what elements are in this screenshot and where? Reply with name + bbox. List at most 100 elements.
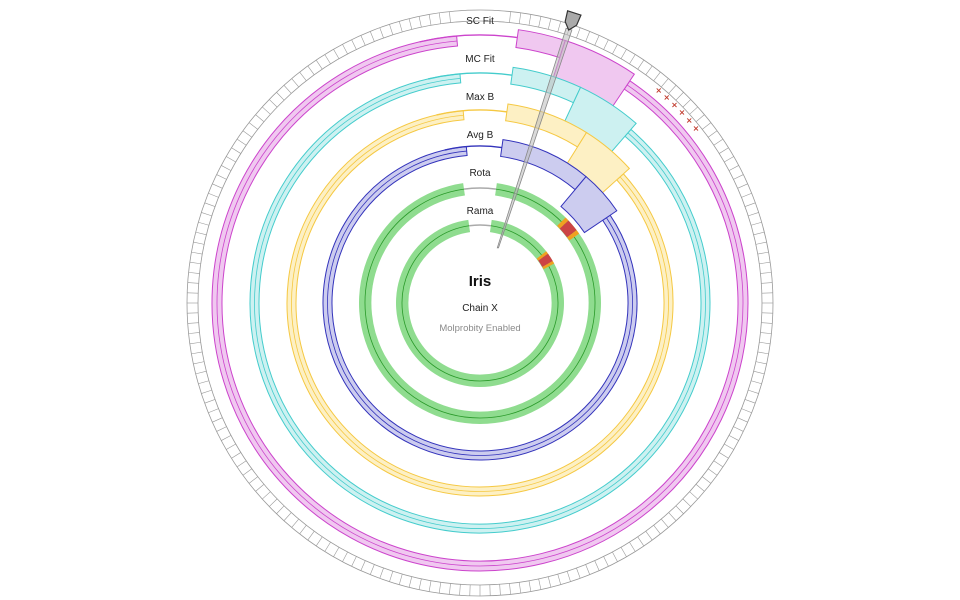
residue-tick[interactable]	[255, 114, 265, 122]
residue-tick[interactable]	[195, 231, 207, 236]
outlier-cross-icon[interactable]: ×	[663, 93, 670, 102]
residue-tick[interactable]	[428, 580, 432, 592]
residue-tick[interactable]	[204, 202, 216, 207]
residue-tick[interactable]	[528, 580, 532, 592]
residue-tick[interactable]	[189, 261, 201, 265]
residue-tick[interactable]	[695, 484, 705, 492]
residue-tick[interactable]	[333, 547, 340, 557]
residue-tick[interactable]	[315, 536, 323, 547]
residue-tick[interactable]	[620, 49, 627, 59]
residue-tick[interactable]	[557, 21, 562, 33]
residue-tick[interactable]	[585, 564, 591, 575]
ring-mc_fit[interactable]	[249, 66, 711, 534]
residue-tick[interactable]	[187, 282, 199, 284]
residue-tick[interactable]	[198, 221, 210, 226]
residue-tick[interactable]	[707, 468, 718, 476]
residue-tick[interactable]	[291, 78, 299, 88]
residue-tick[interactable]	[629, 541, 636, 552]
residue-tick[interactable]	[759, 261, 771, 265]
residue-tick[interactable]	[528, 14, 532, 26]
residue-tick[interactable]	[682, 498, 691, 507]
residue-tick[interactable]	[557, 573, 562, 585]
residue-tick[interactable]	[668, 512, 677, 521]
residue-tick[interactable]	[612, 551, 618, 562]
residue-tick[interactable]	[760, 272, 772, 274]
residue-tick[interactable]	[216, 426, 227, 432]
residue-tick[interactable]	[748, 212, 759, 217]
residue-tick[interactable]	[645, 65, 653, 76]
residue-tick[interactable]	[187, 322, 199, 324]
residue-tick[interactable]	[248, 122, 258, 130]
ring-rama[interactable]	[396, 219, 564, 388]
residue-tick[interactable]	[547, 576, 552, 588]
residue-tick[interactable]	[538, 16, 542, 28]
residue-tick[interactable]	[379, 27, 384, 39]
residue-tick[interactable]	[653, 525, 661, 535]
outlier-cross-icon[interactable]: ×	[671, 100, 678, 109]
residue-tick[interactable]	[675, 505, 684, 514]
residue-tick[interactable]	[231, 452, 242, 459]
residue-tick[interactable]	[518, 582, 522, 594]
residue-tick[interactable]	[753, 231, 765, 236]
residue-tick[interactable]	[737, 417, 748, 423]
residue-tick[interactable]	[724, 156, 734, 163]
residue-tick[interactable]	[645, 530, 653, 541]
residue-tick[interactable]	[547, 18, 552, 30]
residue-tick[interactable]	[408, 18, 413, 30]
residue-tick[interactable]	[351, 39, 357, 50]
residue-tick[interactable]	[342, 551, 348, 562]
residue-tick[interactable]	[188, 332, 200, 334]
residue-tick[interactable]	[744, 202, 756, 207]
residue-tick[interactable]	[283, 512, 292, 521]
residue-tick[interactable]	[748, 389, 759, 394]
residue-tick[interactable]	[191, 251, 203, 255]
residue-tick[interactable]	[418, 16, 422, 28]
residue-tick[interactable]	[576, 567, 581, 579]
residue-tick[interactable]	[283, 85, 292, 94]
residue-tick[interactable]	[707, 130, 718, 138]
residue-tick[interactable]	[299, 71, 307, 81]
residue-tick[interactable]	[324, 54, 331, 65]
residue-tick[interactable]	[236, 460, 247, 468]
residue-tick[interactable]	[307, 65, 315, 76]
outlier-segment[interactable]	[538, 253, 553, 267]
residue-tick[interactable]	[201, 212, 212, 217]
residue-tick[interactable]	[759, 341, 771, 345]
residue-tick[interactable]	[509, 11, 511, 23]
residue-tick[interactable]	[702, 476, 712, 484]
residue-tick[interactable]	[718, 147, 729, 154]
residue-tick[interactable]	[201, 389, 212, 394]
residue-tick[interactable]	[226, 443, 236, 450]
residue-tick[interactable]	[389, 24, 394, 35]
residue-tick[interactable]	[695, 114, 705, 122]
residue-tick[interactable]	[737, 183, 748, 189]
residue-tick[interactable]	[276, 92, 285, 101]
residue-tick[interactable]	[449, 11, 451, 23]
residue-tick[interactable]	[188, 272, 200, 274]
residue-tick[interactable]	[566, 571, 571, 582]
residue-tick[interactable]	[324, 541, 331, 552]
residue-tick[interactable]	[637, 536, 645, 547]
residue-tick[interactable]	[724, 443, 734, 450]
residue-tick[interactable]	[398, 573, 403, 585]
residue-tick[interactable]	[231, 147, 242, 154]
residue-tick[interactable]	[438, 12, 442, 24]
selector-handle[interactable]	[562, 10, 582, 32]
residue-tick[interactable]	[255, 484, 265, 492]
residue-tick[interactable]	[307, 530, 315, 541]
residue-tick[interactable]	[418, 578, 422, 590]
residue-tick[interactable]	[276, 505, 285, 514]
residue-tick[interactable]	[728, 165, 739, 171]
residue-tick[interactable]	[757, 351, 769, 355]
residue-tick[interactable]	[248, 476, 258, 484]
residue-tick-ring[interactable]	[186, 9, 774, 597]
residue-tick[interactable]	[189, 341, 201, 345]
ring-outlier-block[interactable]	[560, 175, 618, 234]
residue-tick[interactable]	[744, 399, 756, 404]
residue-tick[interactable]	[603, 39, 609, 50]
residue-tick[interactable]	[733, 426, 744, 432]
residue-tick[interactable]	[629, 54, 636, 65]
rama-allowed-segment[interactable]	[536, 251, 548, 261]
residue-tick[interactable]	[753, 370, 765, 375]
residue-tick[interactable]	[198, 380, 210, 385]
